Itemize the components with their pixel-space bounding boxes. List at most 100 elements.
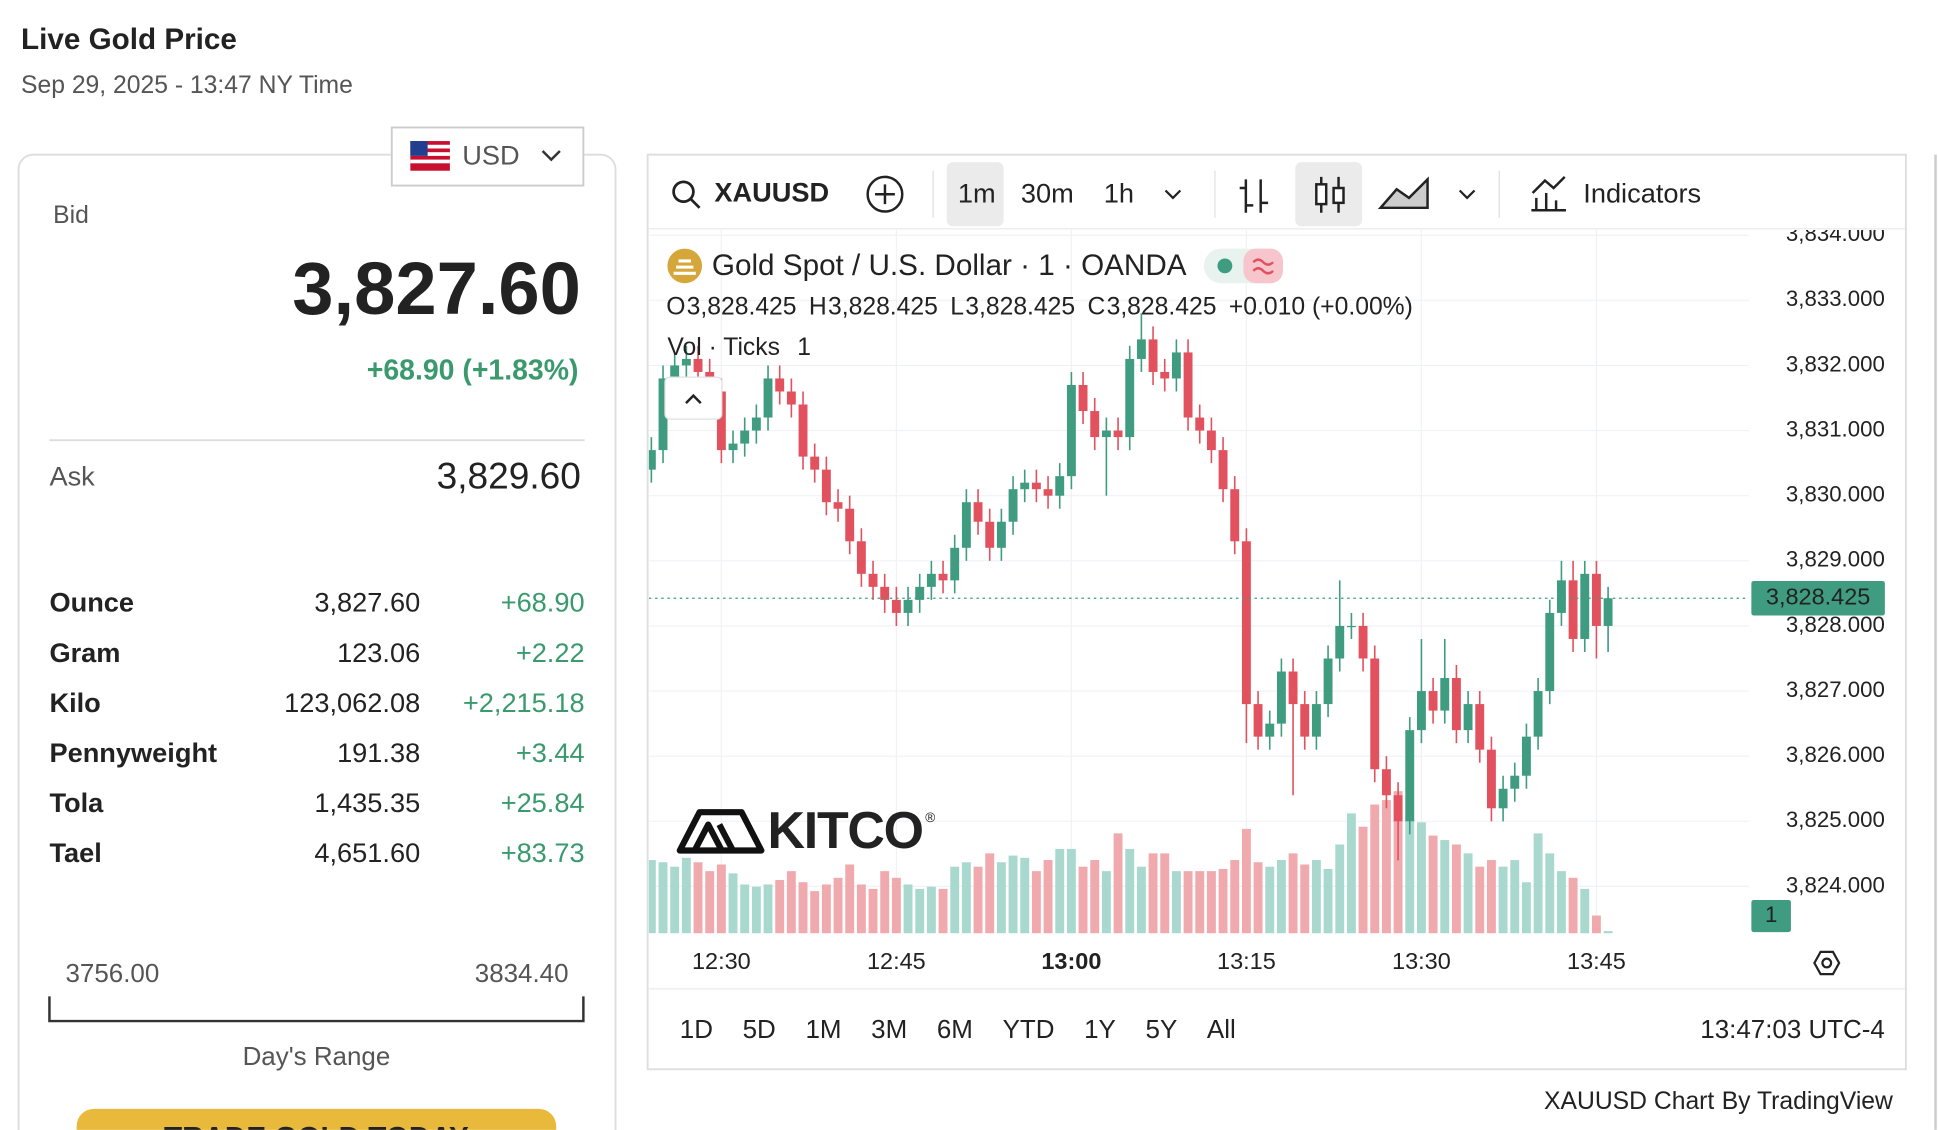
volume-bar: [1253, 862, 1263, 934]
search-icon[interactable]: [672, 180, 695, 203]
ohlc-key: O: [666, 293, 685, 320]
candle-body: [728, 443, 738, 451]
volume-bar: [996, 862, 1006, 934]
range-button[interactable]: 5D: [743, 1016, 776, 1044]
chevron[interactable]: [1164, 189, 1182, 200]
button-label[interactable]: TRADE GOLD TODAY: [164, 1122, 469, 1130]
range-button[interactable]: 1D: [680, 1016, 713, 1044]
interval[interactable]: 1h: [1104, 178, 1134, 209]
candle-body: [670, 365, 680, 379]
unit-name: Pennyweight: [49, 737, 217, 768]
volume-bar: [1568, 877, 1578, 934]
candle-body: [1393, 795, 1403, 822]
volume-tag-label: 1: [1765, 902, 1777, 927]
interval[interactable]: 30m: [1021, 178, 1074, 209]
indicators-icon[interactable]: [1531, 176, 1566, 212]
last-price-tag: [1751, 580, 1885, 616]
candle-body: [763, 378, 773, 418]
candle-body: [1276, 671, 1286, 724]
chart-title: Gold Spot / U.S. Dollar · 1 · OANDA: [712, 249, 1187, 282]
candle-body: [938, 573, 948, 581]
candle-body: [1521, 736, 1531, 776]
volume-bar: [1288, 853, 1298, 934]
candle-body: [1300, 704, 1310, 737]
volume-bar: [1055, 848, 1065, 934]
candle-body: [1090, 411, 1100, 438]
unit-name: Kilo: [49, 687, 100, 718]
candle-body: [1288, 671, 1298, 705]
unit-price: 3,827.60: [314, 587, 420, 618]
ohlc-value: 3,828.425: [965, 293, 1075, 320]
volume-bar: [1090, 860, 1100, 934]
volume-bar: [681, 857, 691, 934]
volume-bar: [1510, 860, 1520, 934]
candle-body: [1556, 580, 1566, 613]
candle-body: [1195, 417, 1205, 431]
indicators-button[interactable]: Indicators: [1583, 178, 1701, 209]
unit-name: Tola: [49, 787, 104, 818]
collapse-button[interactable]: [664, 376, 723, 420]
range-button[interactable]: All: [1207, 1016, 1236, 1044]
trade-button[interactable]: TRADE GOLD TODAY: [76, 1108, 557, 1130]
volume-bar: [1335, 844, 1345, 934]
chevron[interactable]: [1458, 189, 1476, 200]
unit-change: +2.22: [516, 637, 585, 668]
area-icon[interactable]: [1377, 176, 1429, 210]
volume-legend-value: 1: [797, 334, 811, 361]
bid-price: 3,827.60: [292, 247, 581, 330]
candle-body: [1008, 489, 1018, 522]
settings-icon[interactable]: [1813, 950, 1841, 976]
candle-body: [1230, 489, 1240, 542]
currency-select[interactable]: USD: [390, 126, 585, 187]
range-high: 3834.40: [475, 960, 569, 988]
unit-change: +2,215.18: [463, 687, 585, 718]
candle-body: [648, 450, 656, 470]
y-tick-label: 3,832.000: [1786, 351, 1885, 376]
volume-bar: [1463, 853, 1473, 934]
candle-body: [1486, 749, 1496, 809]
interval[interactable]: 1m: [958, 178, 996, 209]
button-bg[interactable]: [76, 1108, 557, 1130]
price-axis: 3,824.000 3,825.000 3,826.000 3,827.000 3,82…: [1786, 230, 1885, 897]
volume-bar: [1498, 866, 1508, 934]
range-button[interactable]: 1M: [805, 1016, 841, 1044]
range-button[interactable]: 3M: [871, 1016, 907, 1044]
candle-body: [903, 599, 913, 613]
candle-body: [926, 573, 936, 587]
candle-body: [1055, 476, 1065, 496]
footer-link[interactable]: XAUUSD Chart: [1544, 1088, 1714, 1115]
symbol[interactable]: XAUUSD: [714, 176, 829, 207]
volume-bar: [1603, 931, 1613, 934]
volume-bar: [1206, 871, 1216, 934]
volume-bar: [1043, 860, 1053, 934]
unit-change: +25.84: [501, 787, 585, 818]
volume-bar: [1148, 853, 1158, 934]
candle-body: [1113, 430, 1123, 438]
candle-body: [786, 391, 796, 405]
x-tick-label: 13:45: [1567, 948, 1626, 974]
volume-bar: [1125, 848, 1135, 934]
range-button[interactable]: 1Y: [1084, 1016, 1116, 1044]
volume-bar: [1556, 871, 1566, 934]
candle-body: [1510, 775, 1520, 789]
candle-body: [693, 358, 703, 372]
range-button[interactable]: YTD: [1003, 1016, 1055, 1044]
volume-bar: [950, 866, 960, 934]
volume-bar: [1218, 868, 1228, 934]
candle-body: [1603, 598, 1613, 626]
bars-icon[interactable]: [1239, 179, 1269, 213]
currency-label[interactable]: USD: [462, 139, 519, 170]
candle-body: [880, 586, 890, 600]
flag-canton: [410, 141, 428, 156]
candle-body: [1160, 371, 1170, 379]
candles-active[interactable]: [1295, 162, 1363, 227]
range-button[interactable]: 6M: [937, 1016, 973, 1044]
candles-icon: [1332, 186, 1345, 205]
ohlc-key: L: [950, 293, 964, 320]
candle-body: [1358, 625, 1368, 659]
volume-bar: [1545, 853, 1555, 934]
range-button[interactable]: 5Y: [1146, 1016, 1178, 1044]
plot-area: [648, 230, 1749, 934]
add-symbol[interactable]: [866, 175, 904, 213]
